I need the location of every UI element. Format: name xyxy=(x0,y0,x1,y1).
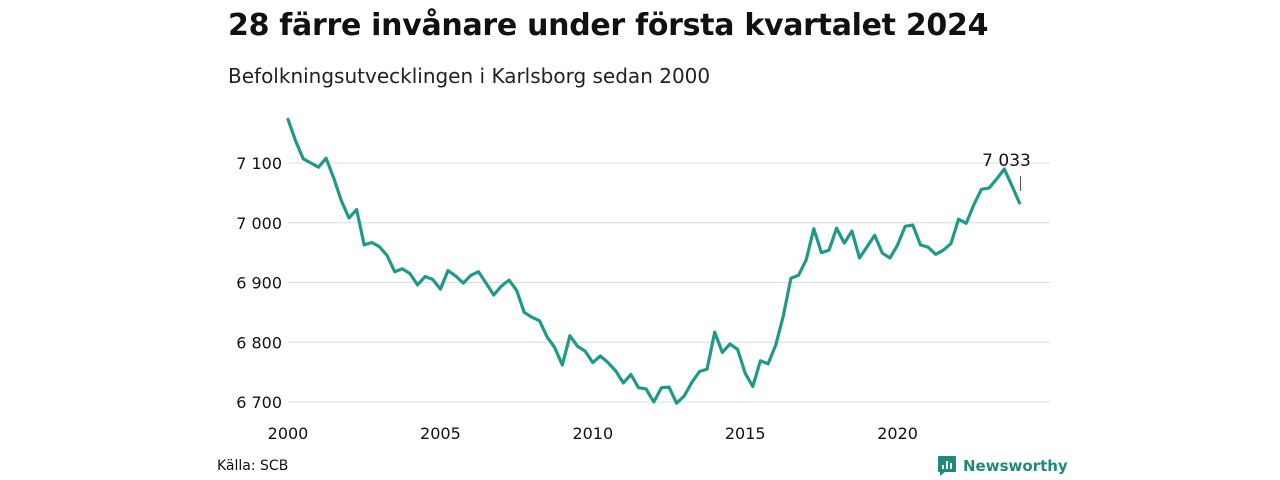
y-tick-label: 6 800 xyxy=(236,333,282,352)
x-tick-label: 2005 xyxy=(420,424,461,443)
newsworthy-logo-icon xyxy=(938,456,956,476)
series-group xyxy=(286,117,1022,405)
gridlines xyxy=(288,162,1050,403)
x-tick-label: 2015 xyxy=(725,424,766,443)
chart-subtitle: Befolkningsutvecklingen i Karlsborg seda… xyxy=(228,64,711,88)
y-tick-label: 6 700 xyxy=(236,393,282,412)
annotation-label: 7 033 xyxy=(982,151,1031,171)
series-line xyxy=(286,117,1022,405)
y-tick-label: 6 900 xyxy=(236,274,282,293)
brand-logo[interactable]: Newsworthy xyxy=(937,455,1068,477)
brand-name: Newsworthy xyxy=(963,457,1068,475)
y-tick-label: 7 100 xyxy=(236,154,282,173)
x-tick-label: 2010 xyxy=(572,424,613,443)
x-axis: 2000 2005 2010 2015 2020 xyxy=(268,424,918,443)
annotation-group: 7 033 xyxy=(982,151,1031,192)
chart-title: 28 färre invånare under första kvartalet… xyxy=(228,8,989,43)
y-tick-label: 7 000 xyxy=(236,214,282,233)
x-tick-label: 2020 xyxy=(877,424,918,443)
y-axis: 6 700 6 800 6 900 7 000 7 100 xyxy=(236,154,282,412)
source-label: Källa: SCB xyxy=(217,458,289,474)
x-tick-label: 2000 xyxy=(268,424,309,443)
